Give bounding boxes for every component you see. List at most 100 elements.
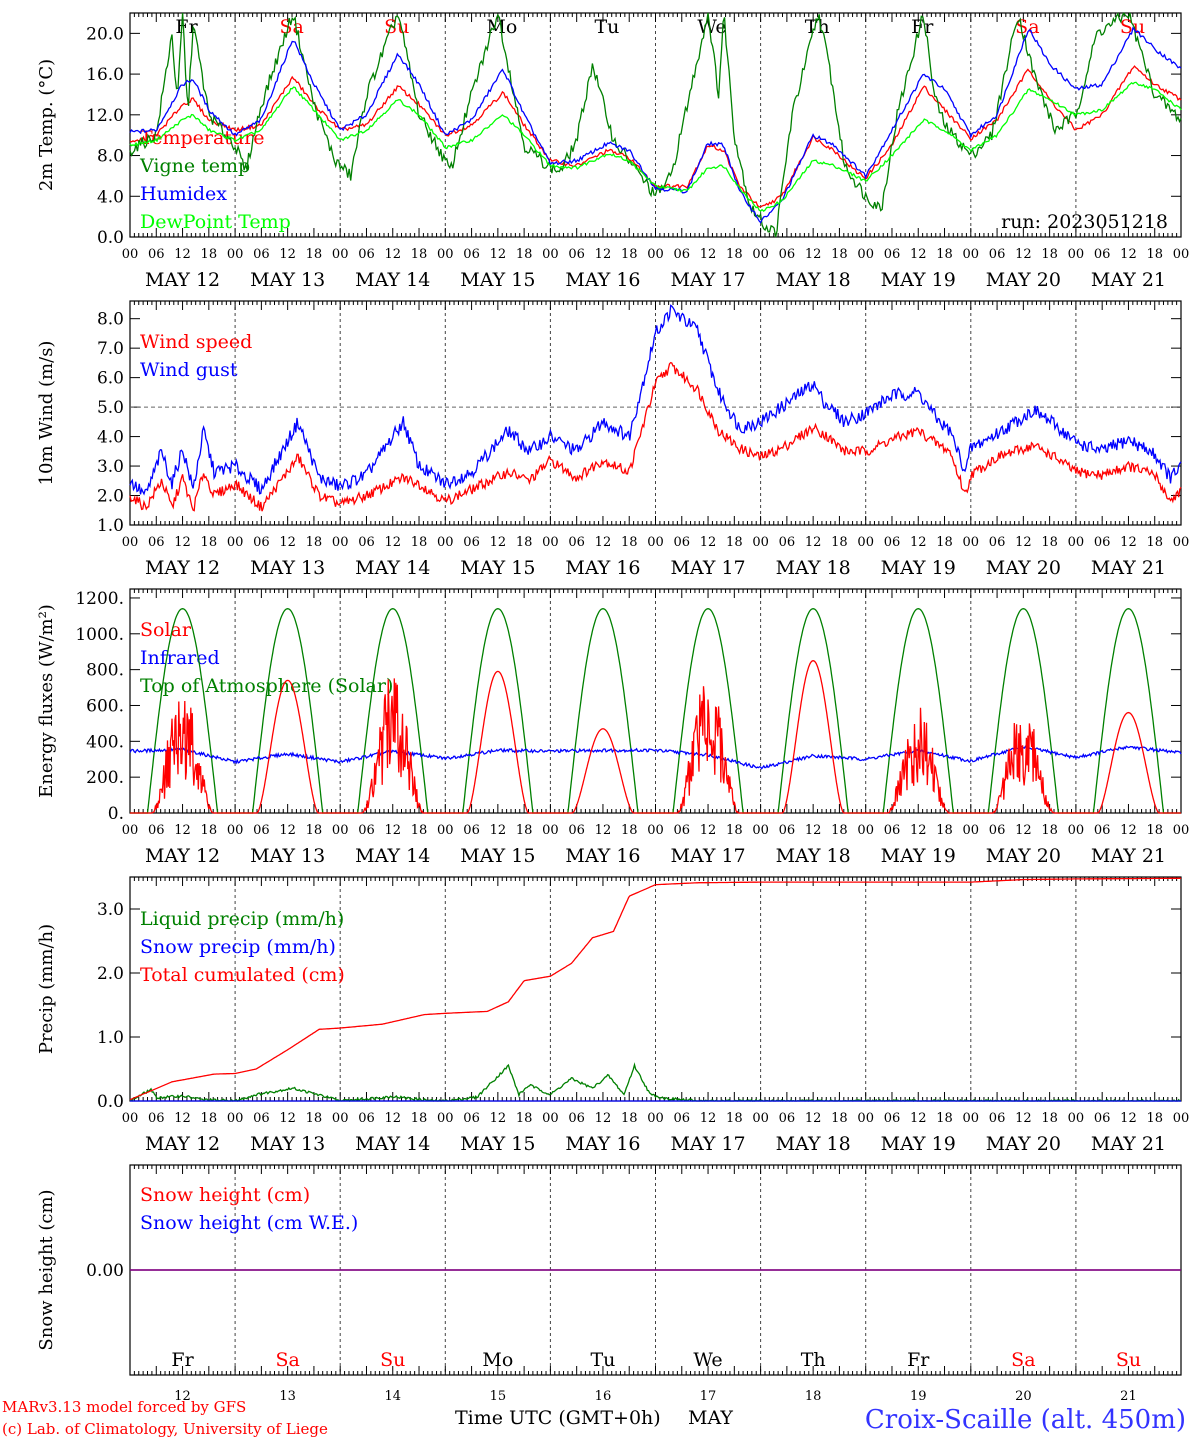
day-label: MAY 18 <box>776 557 851 579</box>
hour-label: 12 <box>595 1111 612 1126</box>
weekday-label: Tu <box>594 16 619 38</box>
weekday-label: Fr <box>171 1349 194 1371</box>
hour-label: 00 <box>1173 535 1190 550</box>
hour-label: 06 <box>1094 247 1111 262</box>
series-humidex <box>129 26 1182 224</box>
hour-label: 06 <box>1094 1111 1111 1126</box>
hour-label: 00 <box>647 247 664 262</box>
legend-entry: Snow precip (mm/h) <box>140 936 336 958</box>
hour-label: 00 <box>227 823 244 838</box>
hour-label: 12 <box>1120 1111 1137 1126</box>
series-dewpoint-temp <box>129 81 1182 212</box>
hour-label: 06 <box>989 535 1006 550</box>
day-number: 13 <box>279 1389 296 1404</box>
weekday-label: Su <box>380 1349 405 1371</box>
hour-label: 06 <box>568 823 585 838</box>
hour-label: 12 <box>700 535 717 550</box>
weekday-label: Tu <box>590 1349 615 1371</box>
hour-label: 18 <box>516 535 533 550</box>
hour-label: 18 <box>1146 823 1163 838</box>
day-number: 19 <box>910 1389 927 1404</box>
hour-label: 18 <box>516 247 533 262</box>
hour-label: 18 <box>621 823 638 838</box>
legend-entry: Liquid precip (mm/h) <box>140 908 344 930</box>
hour-label: 06 <box>884 1111 901 1126</box>
hour-label: 18 <box>1146 535 1163 550</box>
hour-label: 00 <box>542 1111 559 1126</box>
y-tick-label: 3.0 <box>97 900 124 920</box>
hour-label: 12 <box>279 823 296 838</box>
hour-label: 06 <box>358 823 375 838</box>
lab-credit: (c) Lab. of Climatology, University of L… <box>2 1420 328 1438</box>
weekday-label: Sa <box>1015 16 1039 38</box>
y-tick-label: 16.0 <box>86 65 124 85</box>
day-label: MAY 16 <box>565 269 640 291</box>
day-label: MAY 20 <box>986 1133 1061 1155</box>
weekday-label: Th <box>801 1349 826 1371</box>
hour-label: 00 <box>542 247 559 262</box>
hour-label: 00 <box>227 247 244 262</box>
day-label: MAY 17 <box>670 1133 745 1155</box>
hour-label: 12 <box>174 823 191 838</box>
hour-label: 12 <box>910 823 927 838</box>
hour-label: 00 <box>1068 247 1085 262</box>
series-total-cumulated-cm- <box>129 877 1181 1101</box>
y-tick-label: 8.0 <box>97 147 124 167</box>
day-label: MAY 15 <box>460 557 535 579</box>
hour-label: 12 <box>174 247 191 262</box>
hour-label: 00 <box>437 535 454 550</box>
hour-label: 00 <box>227 535 244 550</box>
hour-label: 12 <box>279 247 296 262</box>
series-temperature <box>129 65 1182 208</box>
day-label: MAY 14 <box>355 269 430 291</box>
hour-label: 18 <box>516 1111 533 1126</box>
hour-label: 06 <box>884 247 901 262</box>
hour-label: 06 <box>463 823 480 838</box>
day-label: MAY 14 <box>355 557 430 579</box>
legend-entry: Vigne temp <box>139 155 250 177</box>
hour-label: 06 <box>148 535 165 550</box>
hour-label: 06 <box>358 1111 375 1126</box>
hour-label: 18 <box>411 823 428 838</box>
hour-label: 00 <box>963 535 980 550</box>
model-credit: MARv3.13 model forced by GFS <box>2 1398 246 1416</box>
hour-label: 00 <box>1068 823 1085 838</box>
y-tick-label: 20.0 <box>86 24 124 44</box>
day-label: MAY 20 <box>986 269 1061 291</box>
hour-label: 12 <box>384 247 401 262</box>
y-tick-label: 3.0 <box>97 457 124 477</box>
y-axis-label: Energy fluxes (W/m²) <box>36 604 57 798</box>
hour-label: 00 <box>122 1111 139 1126</box>
hour-label: 12 <box>174 1111 191 1126</box>
hour-label: 18 <box>201 535 218 550</box>
hour-label: 06 <box>674 247 691 262</box>
hour-label: 12 <box>490 535 507 550</box>
hour-label: 12 <box>700 1111 717 1126</box>
hour-label: 00 <box>332 823 349 838</box>
hour-label: 06 <box>674 823 691 838</box>
y-tick-label: 800. <box>86 661 124 681</box>
hour-label: 06 <box>989 823 1006 838</box>
run-label: run: 2023051218 <box>1001 211 1168 233</box>
hour-label: 06 <box>463 247 480 262</box>
day-label: MAY 12 <box>145 845 220 867</box>
day-number: 12 <box>174 1389 191 1404</box>
day-label: MAY 19 <box>881 557 956 579</box>
hour-label: 00 <box>1068 535 1085 550</box>
hour-label: 00 <box>332 247 349 262</box>
hour-label: 06 <box>568 535 585 550</box>
hour-label: 18 <box>726 823 743 838</box>
day-number: 20 <box>1015 1389 1032 1404</box>
weekday-label: Mo <box>482 1349 513 1371</box>
hour-label: 18 <box>831 247 848 262</box>
hour-label: 00 <box>752 535 769 550</box>
hour-label: 18 <box>831 823 848 838</box>
hour-label: 12 <box>1015 247 1032 262</box>
day-label: MAY 12 <box>145 1133 220 1155</box>
series-infrared <box>129 745 1182 770</box>
hour-label: 00 <box>752 823 769 838</box>
y-axis-label: 2m Temp. (°C) <box>36 59 57 191</box>
y-tick-label: 1.0 <box>97 516 124 536</box>
hour-label: 06 <box>779 1111 796 1126</box>
hour-label: 12 <box>805 823 822 838</box>
